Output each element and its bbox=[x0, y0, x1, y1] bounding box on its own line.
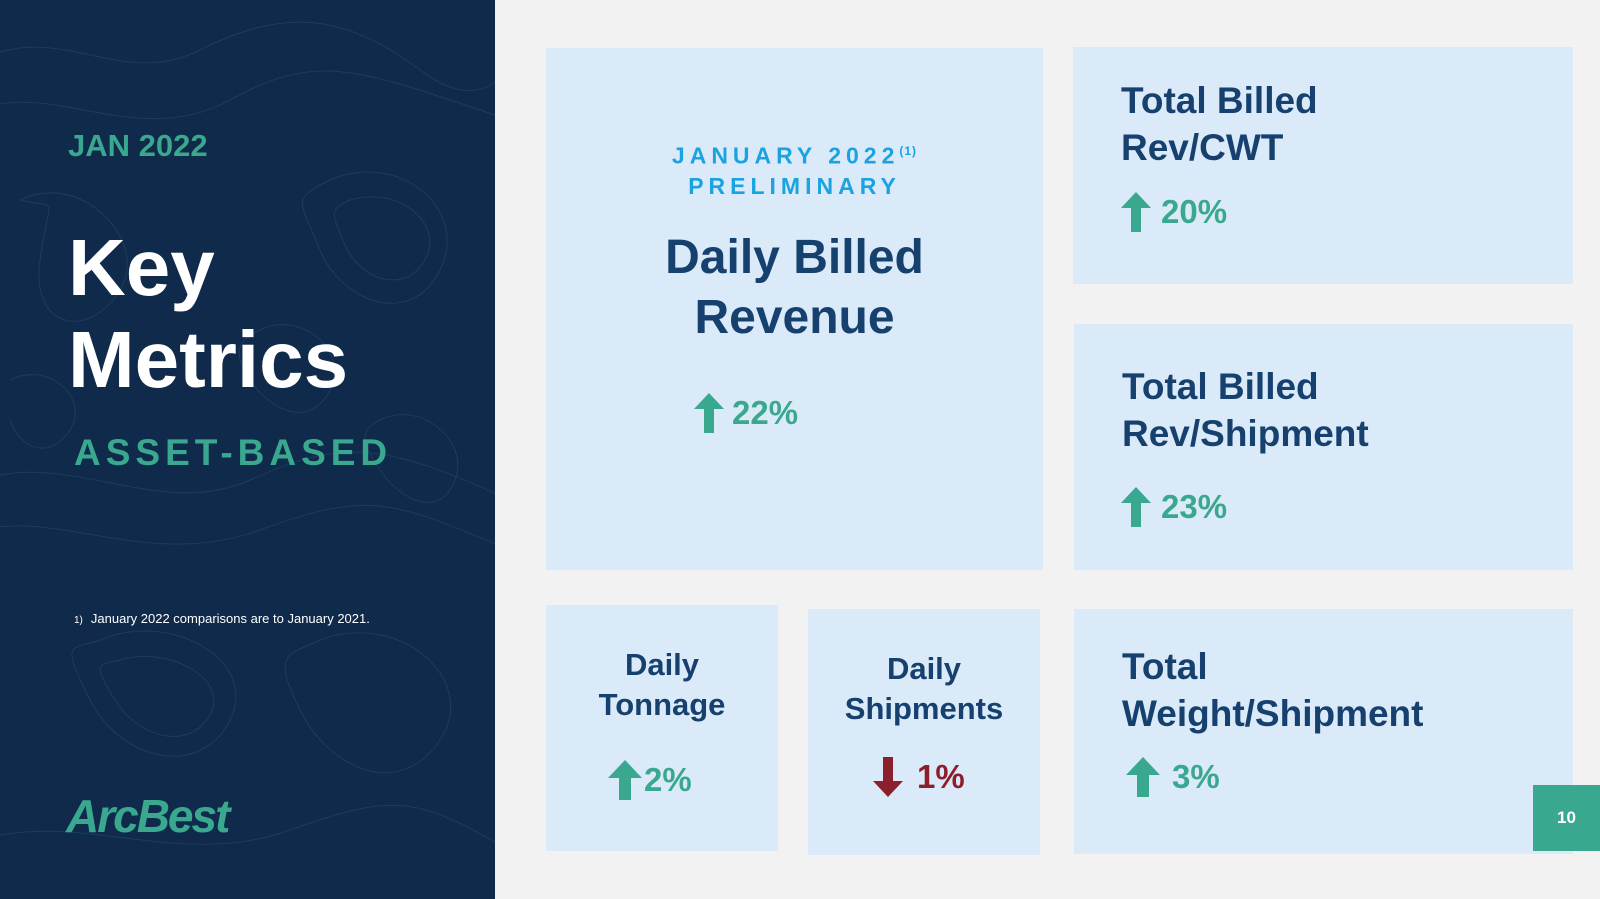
metric-label-line2: Rev/CWT bbox=[1121, 127, 1284, 168]
metric-value: 1% bbox=[917, 758, 965, 795]
metric-label-line1: Total Billed bbox=[1122, 366, 1319, 407]
metric-value: 20% bbox=[1161, 193, 1228, 230]
period-label: JAN 2022 bbox=[68, 128, 208, 163]
metric-label-line2: Revenue bbox=[694, 291, 895, 344]
metric-label: Daily Billed Revenue bbox=[546, 228, 1043, 348]
metric-label: Total Weight/Shipment bbox=[1122, 643, 1423, 737]
metric-change: 1% bbox=[873, 757, 965, 797]
metric-label-line1: Total Billed bbox=[1121, 80, 1318, 121]
metric-label-line2: Weight/Shipment bbox=[1122, 693, 1424, 734]
metric-label: Total Billed Rev/Shipment bbox=[1122, 363, 1369, 457]
period-header: JANUARY 2022(1) PRELIMINARY bbox=[546, 136, 1043, 201]
footnote-marker: 1) bbox=[74, 615, 83, 626]
metric-change: 23% bbox=[1121, 487, 1227, 527]
metric-label: Daily Shipments bbox=[808, 649, 1040, 729]
up-arrow-icon bbox=[1126, 757, 1160, 797]
metric-label-line2: Shipments bbox=[844, 691, 1004, 726]
metric-label-line1: Daily bbox=[624, 647, 700, 682]
metric-value: 3% bbox=[1172, 758, 1220, 795]
up-arrow-icon bbox=[1121, 192, 1151, 232]
page-title: Key Metrics bbox=[68, 222, 348, 406]
daily-tonnage-card: Daily Tonnage 2% bbox=[546, 605, 778, 851]
metric-label-line1: Daily bbox=[886, 651, 962, 686]
up-arrow-icon bbox=[694, 393, 724, 433]
metric-change: 20% bbox=[1121, 192, 1227, 232]
footnote-text: January 2022 comparisons are to January … bbox=[90, 611, 370, 626]
topographic-background bbox=[0, 21, 495, 845]
segment-subtitle: ASSET-BASED bbox=[74, 432, 393, 473]
metric-label-line1: Daily Billed bbox=[665, 231, 924, 284]
metric-change: 2% bbox=[608, 760, 692, 800]
metric-change: 22% bbox=[694, 393, 798, 433]
metric-value: 23% bbox=[1161, 488, 1228, 525]
rev-cwt-card: Total Billed Rev/CWT 20% bbox=[1073, 47, 1573, 284]
period-header-line2: PRELIMINARY bbox=[688, 172, 901, 199]
daily-billed-revenue-card: JANUARY 2022(1) PRELIMINARY Daily Billed… bbox=[546, 48, 1043, 570]
arcbest-logo: ArcBest bbox=[66, 790, 230, 842]
up-arrow-icon bbox=[608, 760, 642, 800]
period-header-line1: JANUARY 2022 bbox=[671, 142, 900, 169]
up-arrow-icon bbox=[1121, 487, 1151, 527]
page-title-line2: Metrics bbox=[68, 315, 349, 404]
page-title-line1: Key bbox=[68, 223, 215, 312]
metric-label-line2: Rev/Shipment bbox=[1122, 413, 1369, 454]
rev-shipment-card: Total Billed Rev/Shipment 23% bbox=[1074, 324, 1573, 570]
page-number-badge: 10 bbox=[1533, 785, 1600, 851]
footnote-reference: (1) bbox=[899, 144, 918, 158]
weight-shipment-card: Total Weight/Shipment 3% bbox=[1074, 609, 1573, 854]
metric-label-line1: Total bbox=[1122, 646, 1208, 687]
down-arrow-icon bbox=[873, 757, 903, 797]
left-panel: JAN 2022 Key Metrics ASSET-BASED 1) Janua… bbox=[0, 0, 495, 899]
metric-label-line2: Tonnage bbox=[598, 687, 726, 722]
metric-change: 3% bbox=[1126, 757, 1220, 797]
footnote: 1) January 2022 comparisons are to Januar… bbox=[74, 611, 370, 626]
daily-shipments-card: Daily Shipments 1% bbox=[808, 609, 1040, 855]
metric-label: Total Billed Rev/CWT bbox=[1121, 77, 1318, 171]
metric-value: 22% bbox=[732, 394, 799, 431]
metric-label: Daily Tonnage bbox=[546, 645, 778, 725]
metric-value: 2% bbox=[644, 761, 692, 798]
